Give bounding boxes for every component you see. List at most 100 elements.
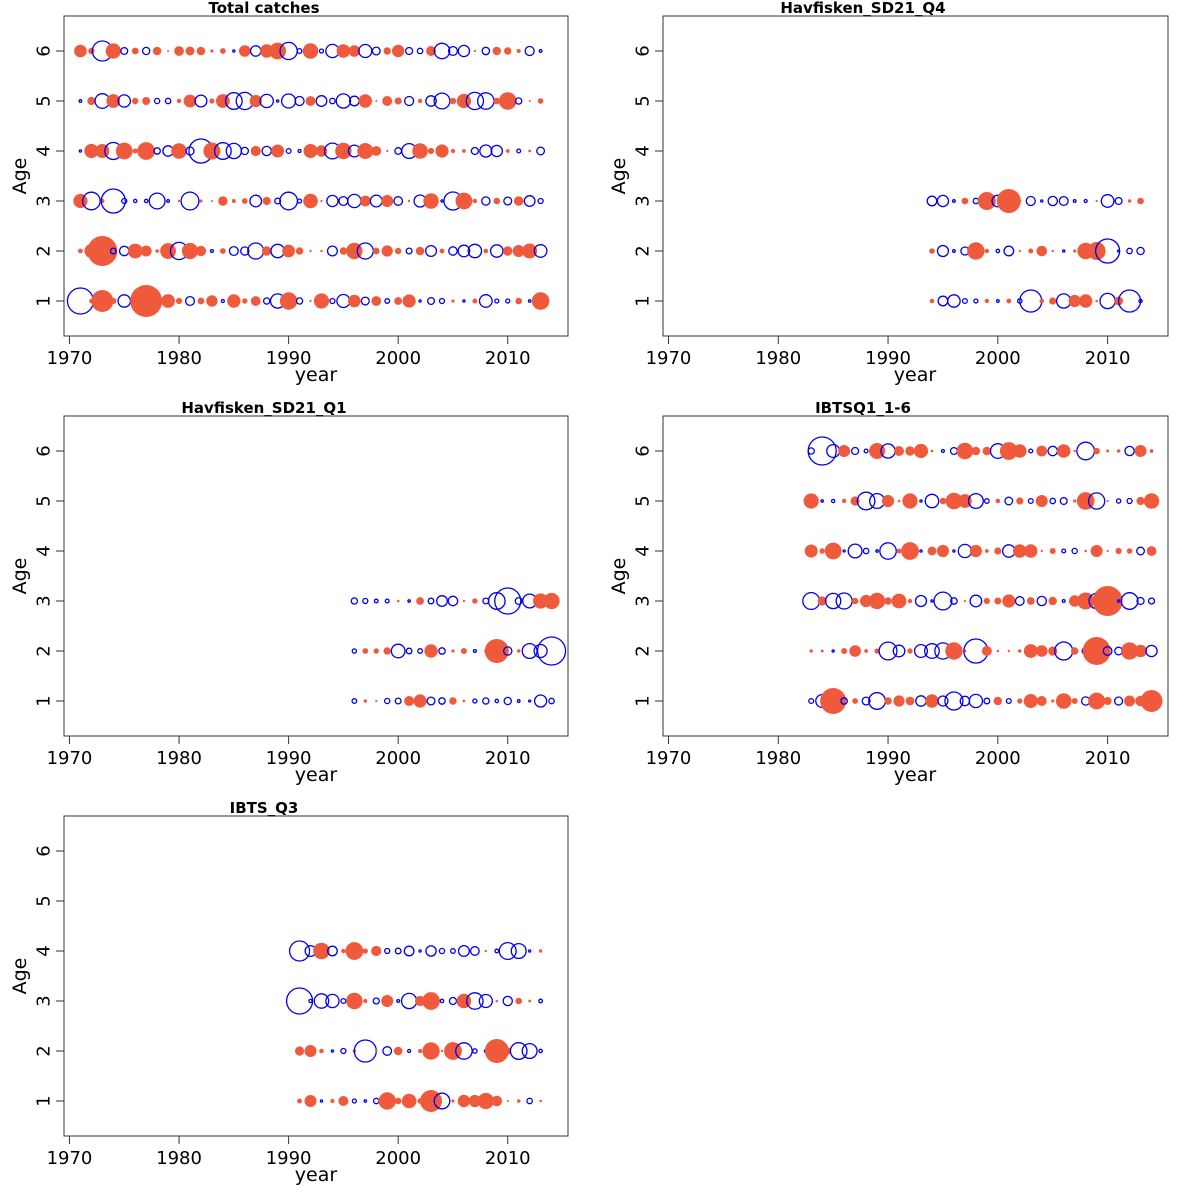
negative-residual-bubble [830, 498, 836, 504]
negative-residual-bubble [240, 146, 250, 156]
positive-residual-bubble [1028, 248, 1034, 254]
positive-residual-bubble [528, 149, 532, 153]
positive-residual-bubble [359, 195, 371, 207]
panel-3: Havfisken_SD21_Q1 1970 1980 1990 2000 2010 1 2 3… [9, 399, 569, 786]
positive-residual-bubble [320, 249, 323, 253]
positive-residual-bubble [84, 143, 99, 159]
x-tick-label: 2010 [485, 348, 531, 369]
negative-residual-bubble [288, 940, 311, 962]
negative-residual-bubble [448, 246, 458, 256]
positive-residual-bubble [819, 548, 825, 554]
positive-residual-bubble [893, 695, 905, 707]
positive-residual-bubble [1127, 199, 1132, 203]
positive-residual-bubble [967, 242, 985, 260]
positive-residual-bubble [160, 243, 176, 259]
negative-residual-bubble [524, 45, 535, 57]
positive-residual-bubble [1049, 548, 1056, 554]
positive-residual-bubble [506, 1100, 509, 1102]
x-tick-label: 1980 [156, 748, 202, 769]
negative-residual-bubble [924, 493, 940, 509]
negative-residual-bubble [360, 296, 370, 306]
x-tick-label: 1970 [47, 1148, 93, 1169]
y-axis-label: Age [9, 558, 31, 595]
negative-residual-bubble [313, 993, 330, 1009]
negative-residual-bubble [403, 945, 415, 957]
positive-residual-bubble [1090, 545, 1103, 557]
negative-residual-bubble [1083, 198, 1088, 204]
negative-residual-bubble [949, 446, 958, 456]
negative-residual-bubble [538, 998, 544, 1004]
positive-residual-bubble [417, 98, 423, 104]
positive-residual-bubble [427, 147, 435, 155]
positive-residual-bubble [925, 694, 939, 708]
positive-residual-bubble [371, 146, 382, 156]
negative-residual-bubble [478, 993, 493, 1009]
negative-residual-bubble [358, 43, 373, 59]
positive-residual-bubble [462, 149, 466, 153]
positive-residual-bubble [1018, 649, 1022, 653]
positive-residual-bubble [393, 1046, 403, 1056]
negative-residual-bubble [940, 448, 945, 454]
negative-residual-bubble [950, 597, 958, 605]
positive-residual-bubble [484, 949, 488, 953]
positive-residual-bubble [294, 1046, 305, 1056]
positive-residual-bubble [1035, 645, 1048, 657]
positive-residual-bubble [1120, 642, 1139, 660]
negative-residual-bubble [952, 549, 956, 553]
negative-residual-bubble [892, 644, 906, 658]
negative-residual-bubble [527, 299, 532, 303]
positive-residual-bubble [413, 694, 427, 708]
y-tick-label: 4 [34, 945, 55, 956]
positive-residual-bubble [462, 699, 466, 703]
positive-residual-bubble [206, 295, 218, 307]
positive-residual-bubble [1016, 497, 1024, 505]
negative-residual-bubble [280, 93, 297, 109]
negative-residual-bubble [957, 543, 973, 559]
positive-residual-bubble [106, 94, 121, 108]
negative-residual-bubble [279, 191, 299, 211]
positive-residual-bubble [1093, 447, 1100, 455]
positive-residual-bubble [105, 43, 121, 59]
positive-residual-bubble [404, 696, 415, 706]
positive-residual-bubble [313, 942, 330, 960]
y-tick-label: 5 [34, 95, 55, 106]
positive-residual-bubble [161, 294, 175, 308]
bubble-layer [926, 189, 1145, 313]
negative-residual-bubble [536, 146, 546, 156]
negative-residual-bubble [1072, 199, 1077, 203]
positive-residual-bubble [422, 1042, 440, 1060]
positive-residual-bubble [231, 199, 236, 203]
negative-residual-bubble [296, 198, 303, 204]
positive-residual-bubble [1106, 549, 1109, 553]
positive-residual-bubble [309, 249, 312, 253]
negative-residual-bubble [185, 146, 195, 156]
positive-residual-bubble [218, 196, 228, 206]
negative-residual-bubble [1027, 497, 1034, 505]
positive-residual-bubble [262, 196, 271, 206]
negative-residual-bubble [404, 46, 414, 56]
positive-residual-bubble [174, 46, 184, 56]
negative-residual-bubble [448, 996, 458, 1006]
negative-residual-bubble [1005, 697, 1012, 705]
negative-residual-bubble [926, 195, 938, 207]
positive-residual-bubble [1068, 595, 1081, 607]
positive-residual-bubble [238, 45, 251, 57]
negative-residual-bubble [1036, 595, 1048, 607]
negative-residual-bubble [538, 49, 543, 53]
positive-residual-bubble [341, 948, 346, 954]
negative-residual-bubble [472, 648, 477, 654]
negative-residual-bubble [983, 697, 991, 705]
positive-residual-bubble [838, 445, 851, 457]
positive-residual-bubble [402, 294, 416, 308]
negative-residual-bubble [879, 542, 897, 560]
positive-residual-bubble [271, 144, 285, 158]
negative-residual-bubble [1138, 298, 1143, 304]
negative-residual-bubble [426, 296, 436, 306]
positive-residual-bubble [515, 297, 522, 305]
negative-residual-bubble [533, 244, 548, 258]
negative-residual-bubble [325, 993, 340, 1009]
negative-residual-bubble [1003, 245, 1015, 257]
negative-residual-bubble [526, 1097, 534, 1105]
y-tick-label: 5 [633, 495, 654, 506]
positive-residual-bubble [982, 446, 992, 456]
